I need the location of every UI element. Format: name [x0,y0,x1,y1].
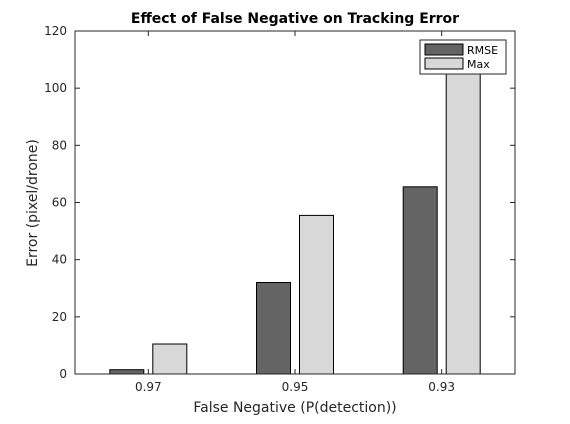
plot-area: 0 20 40 60 80 100 120 0.97 0.95 0.93 [44,24,516,394]
x-axis-label: False Negative (P(detection)) [193,400,396,416]
bar-max-0.97 [152,343,188,375]
x-tick-label: 0.95 [282,380,309,394]
y-axis-label: Error (pixel/drone) [25,139,41,267]
y-tick-label: 20 [52,310,67,324]
y-tick-label: 100 [44,81,67,95]
y-tick-label: 0 [59,367,67,381]
legend-label-max: Max [467,58,490,71]
bar-max-0.93 [445,67,481,375]
bar-rmse-0.97 [109,369,145,375]
y-tick-label: 120 [44,24,67,38]
bar-max-0.95 [299,214,334,375]
chart-title: Effect of False Negative on Tracking Err… [131,11,459,27]
y-tick-label: 60 [52,196,67,210]
x-tick-label: 0.93 [428,380,455,394]
legend-swatch-max [424,57,464,70]
y-tick-label: 80 [52,138,67,152]
legend-label-rmse: RMSE [467,44,498,57]
bar-rmse-0.95 [256,282,291,375]
bar-rmse-0.93 [402,186,438,375]
x-tick-label: 0.97 [135,380,162,394]
legend-swatch-rmse [424,43,464,56]
y-tick-label: 40 [52,253,67,267]
